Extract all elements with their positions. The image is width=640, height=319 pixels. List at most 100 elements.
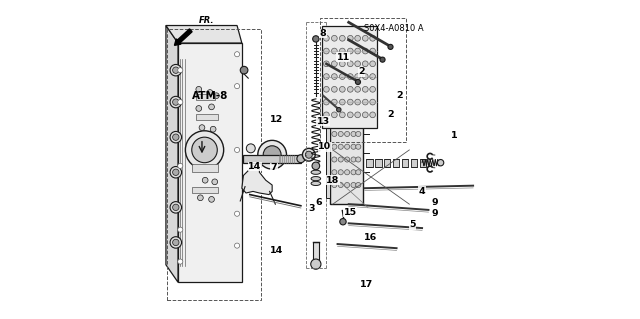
Text: 11: 11 (337, 53, 350, 62)
Text: 9: 9 (431, 198, 438, 207)
Circle shape (297, 155, 305, 163)
Circle shape (323, 35, 329, 41)
Circle shape (240, 66, 248, 74)
Circle shape (348, 112, 353, 118)
Circle shape (339, 112, 345, 118)
Circle shape (344, 144, 349, 149)
Circle shape (192, 137, 218, 163)
Circle shape (199, 125, 205, 130)
Circle shape (339, 48, 345, 54)
Circle shape (348, 35, 353, 41)
Circle shape (212, 179, 218, 185)
Circle shape (211, 126, 216, 132)
Bar (321, 26, 378, 128)
Circle shape (362, 74, 368, 79)
Circle shape (311, 259, 321, 269)
Bar (243, 155, 301, 163)
Circle shape (362, 61, 368, 67)
Text: 13: 13 (317, 117, 330, 126)
Circle shape (202, 177, 208, 183)
Circle shape (332, 112, 337, 118)
Bar (393, 159, 399, 167)
Text: 1: 1 (451, 131, 458, 140)
Circle shape (178, 227, 183, 232)
Circle shape (178, 163, 183, 168)
Bar (196, 94, 215, 100)
Text: 8: 8 (320, 29, 326, 38)
Circle shape (332, 106, 337, 111)
Circle shape (339, 74, 345, 79)
Text: 14: 14 (248, 162, 261, 171)
Text: 16: 16 (364, 233, 378, 242)
Circle shape (178, 100, 183, 105)
Circle shape (332, 35, 337, 41)
Circle shape (234, 243, 239, 248)
Circle shape (356, 182, 361, 188)
Circle shape (362, 35, 368, 41)
Circle shape (370, 35, 376, 41)
Circle shape (323, 99, 329, 105)
Text: 9: 9 (431, 209, 438, 218)
Circle shape (339, 86, 345, 92)
Bar (326, 89, 330, 198)
Circle shape (323, 61, 329, 67)
Circle shape (170, 131, 182, 143)
Circle shape (348, 74, 353, 79)
Polygon shape (166, 26, 242, 43)
Circle shape (332, 93, 337, 98)
Circle shape (332, 99, 337, 105)
Bar (366, 159, 372, 167)
Circle shape (305, 151, 312, 158)
Circle shape (348, 48, 353, 54)
Bar (313, 242, 319, 262)
Circle shape (196, 86, 202, 92)
Circle shape (173, 169, 179, 175)
Circle shape (337, 108, 341, 112)
Bar (375, 159, 381, 167)
Ellipse shape (311, 177, 321, 181)
FancyArrow shape (175, 29, 192, 45)
Circle shape (323, 74, 329, 79)
Circle shape (196, 106, 202, 111)
Circle shape (332, 86, 337, 92)
Circle shape (323, 86, 329, 92)
Circle shape (332, 131, 337, 137)
Circle shape (348, 61, 353, 67)
Circle shape (348, 86, 353, 92)
Circle shape (355, 35, 360, 41)
Circle shape (351, 93, 356, 98)
Circle shape (356, 93, 361, 98)
Circle shape (178, 259, 183, 264)
Circle shape (344, 119, 349, 124)
Circle shape (332, 182, 337, 188)
Circle shape (356, 157, 361, 162)
Text: 17: 17 (360, 280, 373, 289)
Circle shape (351, 157, 356, 162)
Text: 2: 2 (358, 67, 365, 76)
Circle shape (351, 106, 356, 111)
Circle shape (170, 96, 182, 108)
Text: S0X4-A0810 A: S0X4-A0810 A (364, 24, 423, 33)
Circle shape (370, 112, 376, 118)
Text: 14: 14 (270, 246, 284, 255)
Circle shape (214, 93, 219, 99)
Circle shape (370, 86, 376, 92)
Ellipse shape (311, 170, 321, 174)
Circle shape (355, 99, 360, 105)
Circle shape (332, 61, 337, 67)
Circle shape (186, 131, 223, 169)
Circle shape (170, 167, 182, 178)
Circle shape (170, 64, 182, 76)
Bar (196, 114, 218, 120)
Circle shape (388, 44, 393, 49)
Circle shape (340, 219, 346, 225)
Circle shape (351, 119, 356, 124)
Bar (402, 159, 408, 167)
Text: 10: 10 (318, 142, 332, 151)
Circle shape (173, 134, 179, 140)
Circle shape (338, 170, 343, 175)
Ellipse shape (311, 181, 321, 186)
Circle shape (338, 182, 343, 188)
Circle shape (332, 170, 337, 175)
Circle shape (339, 99, 345, 105)
